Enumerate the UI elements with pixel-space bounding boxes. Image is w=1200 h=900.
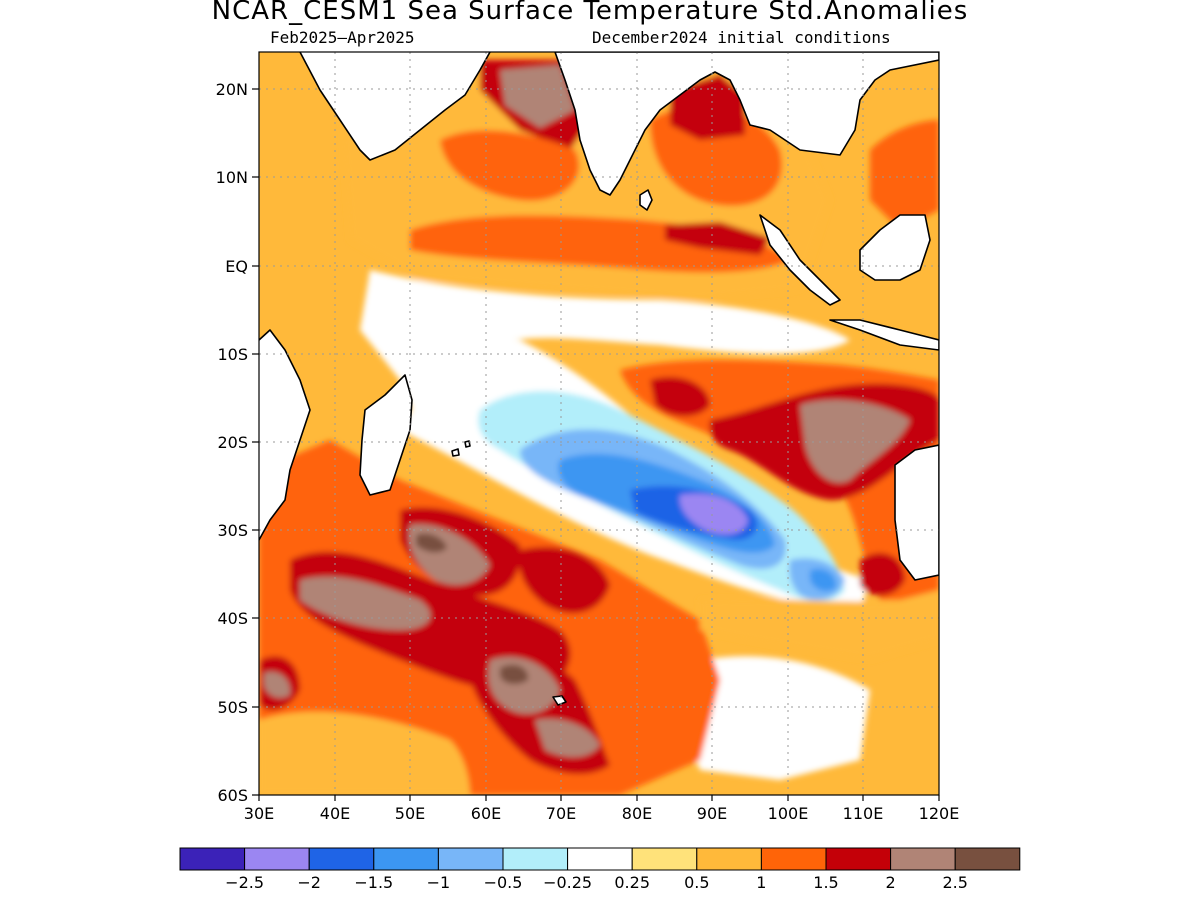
colorbar-label: −2 <box>297 873 321 892</box>
colorbar-swatch <box>179 847 246 871</box>
lon-label: 90E <box>697 804 727 823</box>
colorbar-label: 1.5 <box>813 873 838 892</box>
map-frame <box>258 51 940 796</box>
colorbar-label: −1 <box>427 873 451 892</box>
lat-label: EQ <box>225 257 248 276</box>
lon-label: 50E <box>395 804 425 823</box>
lat-label: 50S <box>217 698 248 717</box>
chart-title: NCAR_CESM1 Sea Surface Temperature Std.A… <box>211 0 969 26</box>
colorbar-label: −0.5 <box>484 873 523 892</box>
lat-label: 10N <box>216 168 248 187</box>
anomaly-field <box>259 52 939 795</box>
lon-label: 60E <box>471 804 501 823</box>
lon-label: 70E <box>546 804 576 823</box>
colorbar: −2.5 −2 −1.5 −1 −0.5 −0.25 0.25 0.5 1 1.5 2 2.5 <box>179 847 1021 892</box>
lon-label: 110E <box>843 804 884 823</box>
gridlines <box>259 52 939 795</box>
lon-label: 100E <box>768 804 809 823</box>
lat-label: 20S <box>217 433 248 452</box>
lat-label: 30S <box>217 521 248 540</box>
colorbar-swatch <box>696 847 762 871</box>
colorbar-swatch <box>760 847 827 871</box>
colorbar-swatch <box>567 847 633 871</box>
colorbar-swatch <box>631 847 698 871</box>
colorbar-swatch <box>244 847 310 871</box>
forecast-period: Feb2025–Apr2025 <box>270 28 415 47</box>
lat-label: 40S <box>217 609 248 628</box>
colorbar-label: −0.25 <box>543 873 592 892</box>
colorbar-swatch <box>373 847 439 871</box>
colorbar-swatch <box>954 847 1021 871</box>
colorbar-label: 2 <box>886 873 896 892</box>
coastlines <box>259 52 939 706</box>
lon-label: 30E <box>244 804 274 823</box>
lon-label: 120E <box>919 804 960 823</box>
lon-label: 40E <box>320 804 350 823</box>
colorbar-swatch <box>502 847 569 871</box>
colorbar-swatch <box>825 847 892 871</box>
lat-label: 60S <box>217 786 248 805</box>
colorbar-label: 1 <box>756 873 766 892</box>
lat-label: 10S <box>217 345 248 364</box>
colorbar-swatch <box>890 847 956 871</box>
colorbar-label: 0.25 <box>614 873 650 892</box>
colorbar-swatch <box>308 847 375 871</box>
lat-label: 20N <box>216 80 248 99</box>
colorbar-label: 2.5 <box>942 873 967 892</box>
lon-label: 80E <box>622 804 652 823</box>
colorbar-label: −2.5 <box>225 873 264 892</box>
colorbar-swatch <box>437 847 504 871</box>
colorbar-label: −1.5 <box>354 873 393 892</box>
initial-conditions: December2024 initial conditions <box>592 28 891 47</box>
colorbar-label: 0.5 <box>684 873 709 892</box>
